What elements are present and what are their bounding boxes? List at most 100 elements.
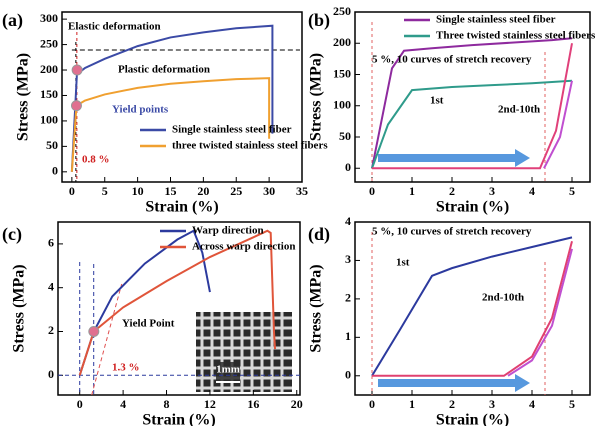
x-tick-label: 35 xyxy=(296,184,308,198)
yield-marker xyxy=(70,100,82,112)
panel-label: (b) xyxy=(308,10,330,31)
x-tick-label: 0 xyxy=(369,184,375,198)
x-tick-label: 2 xyxy=(449,184,455,198)
legend-label: Warp direction xyxy=(192,225,264,237)
x-tick-label: 0 xyxy=(369,397,375,411)
x-axis-label: Strain (%) xyxy=(436,412,509,426)
annotation: 0.8 % xyxy=(82,154,110,166)
series-line xyxy=(371,37,573,169)
x-tick-label: 2 xyxy=(449,397,455,411)
y-tick-label: 0 xyxy=(52,164,58,178)
y-tick-label: 0 xyxy=(345,160,351,174)
y-tick-label: 4 xyxy=(48,279,54,293)
legend-label: three twisted stainless steel fibers xyxy=(172,140,328,152)
x-tick-label: 4 xyxy=(529,184,535,198)
panel-label: (c) xyxy=(2,224,22,245)
x-tick-label: 1 xyxy=(409,184,415,198)
x-tick-label: 8 xyxy=(164,397,170,411)
y-tick-label: 150 xyxy=(333,66,351,80)
x-axis-label: Strain (%) xyxy=(145,199,218,216)
x-tick-label: 25 xyxy=(230,184,242,198)
x-tick-label: 1 xyxy=(409,397,415,411)
yield-marker xyxy=(71,64,83,76)
inset-photo xyxy=(196,312,292,392)
y-tick-label: 200 xyxy=(40,62,58,76)
x-tick-label: 4 xyxy=(120,397,126,411)
y-tick-label: 100 xyxy=(40,113,58,127)
y-tick-label: 100 xyxy=(333,98,351,112)
series-line xyxy=(372,240,573,377)
x-tick-label: 30 xyxy=(263,184,275,198)
y-tick-label: 4 xyxy=(345,214,351,228)
y-tick-label: 50 xyxy=(46,138,58,152)
y-tick-label: 6 xyxy=(48,236,54,250)
plot-frame xyxy=(61,11,303,183)
x-tick-label: 0 xyxy=(69,184,75,198)
arrow xyxy=(378,374,530,392)
annotation: 1st xyxy=(396,257,410,269)
legend-label: Single stainless steel fiber xyxy=(436,14,556,26)
series-line xyxy=(78,229,277,376)
x-tick-label: 0 xyxy=(77,397,83,411)
y-tick-label: 0 xyxy=(345,368,351,382)
x-tick-label: 4 xyxy=(529,397,535,411)
x-tick-label: 20 xyxy=(291,397,303,411)
x-tick-label: 16 xyxy=(247,397,259,411)
y-axis-label: Stress (MPa) xyxy=(308,53,325,141)
arrow xyxy=(378,149,530,167)
series-line xyxy=(371,236,573,377)
annotation: Plastic deformation xyxy=(118,64,210,76)
annotation: 2nd-10th xyxy=(482,292,524,304)
x-tick-label: 12 xyxy=(204,397,216,411)
annotation: 1.3 % xyxy=(112,362,140,374)
series-line xyxy=(543,80,573,169)
x-tick-label: 5 xyxy=(569,184,575,198)
y-tick-label: 150 xyxy=(40,87,58,101)
panel-label: (a) xyxy=(2,10,23,31)
x-tick-label: 3 xyxy=(489,397,495,411)
annotation: 5 %, 10 curves of stretch recovery xyxy=(372,54,532,66)
x-tick-label: 10 xyxy=(132,184,144,198)
y-tick-label: 2 xyxy=(345,291,351,305)
y-tick-label: 300 xyxy=(40,11,58,25)
y-tick-label: 3 xyxy=(345,252,351,266)
legend-label: Single stainless steel fiber xyxy=(172,124,292,136)
y-axis-label: Stress (MPa) xyxy=(15,53,32,141)
x-tick-label: 3 xyxy=(489,184,495,198)
annotation: 1st xyxy=(430,95,444,107)
y-tick-label: 250 xyxy=(40,36,58,50)
series-line xyxy=(372,43,573,170)
x-tick-label: 20 xyxy=(197,184,209,198)
y-tick-label: 0 xyxy=(48,367,54,381)
plot-frame xyxy=(57,221,301,396)
legend-label: Across warp direction xyxy=(192,241,295,253)
y-axis-label: Stress (MPa) xyxy=(11,264,28,352)
y-tick-label: 2 xyxy=(48,323,54,337)
x-tick-label: 15 xyxy=(164,184,176,198)
series-line xyxy=(507,248,573,377)
y-axis-label: Stress (MPa) xyxy=(308,264,325,352)
series-line xyxy=(78,229,211,376)
panel-label: (d) xyxy=(308,224,330,245)
annotation: 5 %, 10 curves of stretch recovery xyxy=(372,226,532,238)
annotation: Yield points xyxy=(112,104,169,116)
x-tick-label: 5 xyxy=(569,397,575,411)
annotation: Yield Point xyxy=(122,318,175,330)
y-tick-label: 50 xyxy=(339,129,351,143)
series-line xyxy=(371,79,573,169)
guide xyxy=(91,283,123,396)
annotation: Elastic deformation xyxy=(68,21,161,33)
x-tick-label: 5 xyxy=(102,184,108,198)
plot-frame xyxy=(354,11,591,183)
plot-frame xyxy=(354,221,591,396)
x-axis-label: Strain (%) xyxy=(142,412,215,426)
yield-marker xyxy=(88,325,100,337)
annotation: 1mm xyxy=(216,364,240,376)
legend-label: Three twisted stainless steel fibers xyxy=(436,30,596,42)
y-tick-label: 250 xyxy=(333,4,351,18)
y-tick-label: 1 xyxy=(345,329,351,343)
annotation: 2nd-10th xyxy=(498,104,540,116)
x-axis-label: Strain (%) xyxy=(436,199,509,216)
y-tick-label: 200 xyxy=(333,35,351,49)
